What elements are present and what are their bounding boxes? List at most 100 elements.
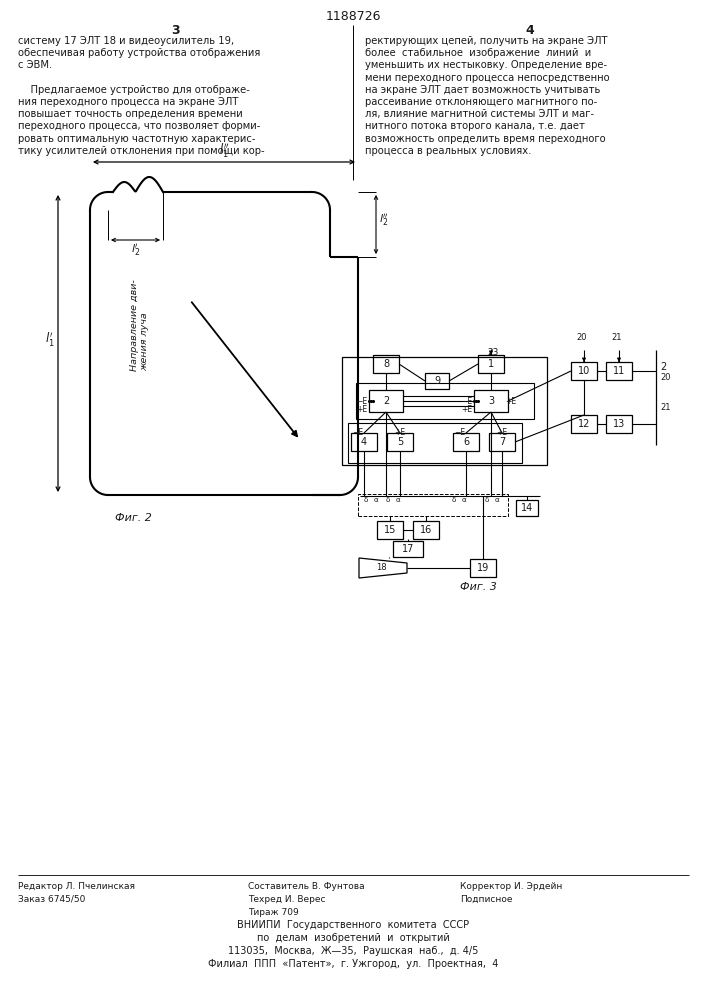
Text: Филиал  ППП  «Патент»,  г. Ужгород,  ул.  Проектная,  4: Филиал ППП «Патент», г. Ужгород, ул. Про… bbox=[208, 959, 498, 969]
Text: ния переходного процесса на экране ЭЛТ: ния переходного процесса на экране ЭЛТ bbox=[18, 97, 238, 107]
Text: Направление дви-
жения луча: Направление дви- жения луча bbox=[130, 279, 149, 371]
Text: −E: −E bbox=[352, 428, 363, 437]
Text: δ: δ bbox=[485, 497, 489, 503]
Text: Подписное: Подписное bbox=[460, 895, 513, 904]
Text: 23: 23 bbox=[487, 348, 498, 357]
Bar bbox=[387, 433, 413, 451]
Bar bbox=[571, 362, 597, 380]
Text: 18: 18 bbox=[375, 564, 386, 572]
Text: 19: 19 bbox=[477, 563, 489, 573]
Text: 1188726: 1188726 bbox=[325, 10, 381, 23]
Text: тику усилителей отклонения при помощи кор-: тику усилителей отклонения при помощи ко… bbox=[18, 146, 264, 156]
Text: уменьшить их нестыковку. Определение вре-: уменьшить их нестыковку. Определение вре… bbox=[365, 60, 607, 70]
Text: 17: 17 bbox=[402, 544, 414, 554]
Bar bbox=[571, 415, 597, 433]
Text: ректирующих цепей, получить на экране ЭЛТ: ректирующих цепей, получить на экране ЭЛ… bbox=[365, 36, 607, 46]
Bar bbox=[342, 357, 547, 465]
Bar bbox=[478, 355, 504, 373]
Text: 8: 8 bbox=[383, 359, 389, 369]
Text: возможность определить время переходного: возможность определить время переходного bbox=[365, 134, 606, 144]
Bar bbox=[377, 521, 403, 539]
Bar bbox=[606, 415, 632, 433]
Text: Фиг. 2: Фиг. 2 bbox=[115, 513, 152, 523]
Text: Составитель В. Фунтова: Составитель В. Фунтова bbox=[248, 882, 365, 891]
Text: рассеивание отклоняющего магнитного по-: рассеивание отклоняющего магнитного по- bbox=[365, 97, 597, 107]
Text: α: α bbox=[396, 497, 400, 503]
Text: 21: 21 bbox=[612, 333, 622, 342]
Text: α: α bbox=[462, 497, 467, 503]
Bar bbox=[489, 433, 515, 451]
Text: 9: 9 bbox=[434, 376, 440, 386]
Text: 20: 20 bbox=[577, 333, 588, 342]
Text: 4: 4 bbox=[361, 437, 367, 447]
Text: −E: −E bbox=[462, 397, 472, 406]
Text: систему 17 ЭЛТ 18 и видеоусилитель 19,: систему 17 ЭЛТ 18 и видеоусилитель 19, bbox=[18, 36, 234, 46]
Bar bbox=[369, 390, 403, 412]
Bar bbox=[474, 390, 508, 412]
Text: Фиг. 3: Фиг. 3 bbox=[460, 582, 497, 592]
Text: 10: 10 bbox=[578, 366, 590, 376]
Text: 7: 7 bbox=[499, 437, 505, 447]
Text: 4: 4 bbox=[525, 24, 534, 37]
Text: 14: 14 bbox=[521, 503, 533, 513]
Text: по  делам  изобретений  и  открытий: по делам изобретений и открытий bbox=[257, 933, 450, 943]
Text: $l_1'$: $l_1'$ bbox=[45, 330, 55, 348]
Bar bbox=[348, 423, 522, 463]
Text: ВНИИПИ  Государственного  комитета  СССР: ВНИИПИ Государственного комитета СССР bbox=[237, 920, 469, 930]
Text: нитного потока второго канала, т.е. дает: нитного потока второго канала, т.е. дает bbox=[365, 121, 585, 131]
Text: +E: +E bbox=[462, 405, 472, 414]
Text: ровать оптимальную частотную характерис-: ровать оптимальную частотную характерис- bbox=[18, 134, 255, 144]
Text: с ЭВМ.: с ЭВМ. bbox=[18, 60, 52, 70]
Text: 113035,  Москва,  Ж—35,  Раушская  наб.,  д. 4/5: 113035, Москва, Ж—35, Раушская наб., д. … bbox=[228, 946, 478, 956]
Text: δ: δ bbox=[386, 497, 390, 503]
Text: −E: −E bbox=[454, 428, 465, 437]
Bar bbox=[606, 362, 632, 380]
Bar bbox=[351, 433, 377, 451]
Text: δ: δ bbox=[452, 497, 456, 503]
Text: 13: 13 bbox=[613, 419, 625, 429]
Text: +E: +E bbox=[394, 428, 405, 437]
Text: −E: −E bbox=[356, 397, 368, 406]
Text: процесса в реальных условиях.: процесса в реальных условиях. bbox=[365, 146, 532, 156]
Text: 6: 6 bbox=[463, 437, 469, 447]
Bar bbox=[453, 433, 479, 451]
Text: $l_2'$: $l_2'$ bbox=[131, 242, 140, 258]
Bar bbox=[393, 541, 423, 557]
Text: 2: 2 bbox=[660, 362, 666, 372]
Text: 2: 2 bbox=[383, 396, 389, 406]
Text: обеспечивая работу устройства отображения: обеспечивая работу устройства отображени… bbox=[18, 48, 260, 58]
Text: Заказ 6745/50: Заказ 6745/50 bbox=[18, 895, 86, 904]
Text: повышает точность определения времени: повышает точность определения времени bbox=[18, 109, 243, 119]
Text: +E: +E bbox=[506, 397, 517, 406]
Bar bbox=[358, 494, 508, 516]
Text: Редактор Л. Пчелинская: Редактор Л. Пчелинская bbox=[18, 882, 135, 891]
Text: +E: +E bbox=[356, 405, 368, 414]
Text: δ: δ bbox=[364, 497, 368, 503]
Text: 20: 20 bbox=[660, 373, 670, 382]
Text: 12: 12 bbox=[578, 419, 590, 429]
Text: 5: 5 bbox=[397, 437, 403, 447]
Text: $l_1''$: $l_1''$ bbox=[218, 141, 229, 159]
Text: мени переходного процесса непосредственно: мени переходного процесса непосредственн… bbox=[365, 73, 609, 83]
Text: 3: 3 bbox=[488, 396, 494, 406]
Text: α: α bbox=[495, 497, 499, 503]
Text: 21: 21 bbox=[660, 403, 670, 412]
Text: Корректор И. Эрдейн: Корректор И. Эрдейн bbox=[460, 882, 562, 891]
Text: более  стабильное  изображение  линий  и: более стабильное изображение линий и bbox=[365, 48, 591, 58]
Bar bbox=[516, 500, 538, 516]
Bar bbox=[413, 521, 439, 539]
Text: +E: +E bbox=[496, 428, 507, 437]
Bar bbox=[425, 373, 449, 389]
Text: на экране ЭЛТ дает возможность учитывать: на экране ЭЛТ дает возможность учитывать bbox=[365, 85, 600, 95]
Text: 3: 3 bbox=[172, 24, 180, 37]
Text: $l_2''$: $l_2''$ bbox=[379, 212, 389, 228]
Bar bbox=[356, 383, 534, 419]
Text: 15: 15 bbox=[384, 525, 396, 535]
Text: α: α bbox=[373, 497, 378, 503]
Text: 1: 1 bbox=[488, 359, 494, 369]
Bar bbox=[373, 355, 399, 373]
Text: Тираж 709: Тираж 709 bbox=[248, 908, 299, 917]
Text: ля, влияние магнитной системы ЭЛТ и маг-: ля, влияние магнитной системы ЭЛТ и маг- bbox=[365, 109, 594, 119]
Bar bbox=[470, 559, 496, 577]
Text: переходного процесса, что позволяет форми-: переходного процесса, что позволяет форм… bbox=[18, 121, 260, 131]
